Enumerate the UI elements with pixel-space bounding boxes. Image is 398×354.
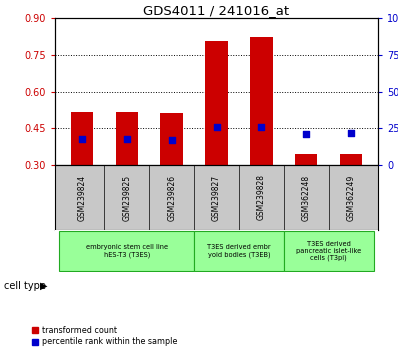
Bar xyxy=(295,154,318,165)
Bar xyxy=(340,154,362,165)
Point xyxy=(258,124,265,130)
Point xyxy=(168,137,175,143)
Point xyxy=(213,124,220,130)
Text: cell type: cell type xyxy=(4,281,46,291)
Text: ▶: ▶ xyxy=(40,281,47,291)
Text: T3ES derived
pancreatic islet-like
cells (T3pi): T3ES derived pancreatic islet-like cells… xyxy=(296,241,361,261)
Point xyxy=(348,130,354,136)
Bar xyxy=(59,231,194,271)
Text: GSM362249: GSM362249 xyxy=(347,175,355,221)
Point xyxy=(303,131,309,137)
Title: GDS4011 / 241016_at: GDS4011 / 241016_at xyxy=(143,4,290,17)
Text: T3ES derived embr
yoid bodies (T3EB): T3ES derived embr yoid bodies (T3EB) xyxy=(207,244,271,258)
Legend: transformed count, percentile rank within the sample: transformed count, percentile rank withi… xyxy=(32,326,177,347)
Bar xyxy=(115,112,138,165)
Text: GSM239827: GSM239827 xyxy=(212,175,221,221)
Bar xyxy=(160,113,183,165)
Text: GSM239824: GSM239824 xyxy=(78,175,86,221)
Bar xyxy=(250,37,273,165)
Text: GSM239828: GSM239828 xyxy=(257,175,266,221)
Text: GSM239825: GSM239825 xyxy=(122,175,131,221)
Bar xyxy=(205,41,228,165)
Text: GSM239826: GSM239826 xyxy=(167,175,176,221)
Text: embryonic stem cell line
hES-T3 (T3ES): embryonic stem cell line hES-T3 (T3ES) xyxy=(86,244,168,258)
Text: GSM362248: GSM362248 xyxy=(302,175,311,221)
Point xyxy=(79,136,85,141)
Point xyxy=(124,136,130,141)
Bar xyxy=(71,112,93,165)
Bar xyxy=(194,231,284,271)
Bar xyxy=(284,231,373,271)
